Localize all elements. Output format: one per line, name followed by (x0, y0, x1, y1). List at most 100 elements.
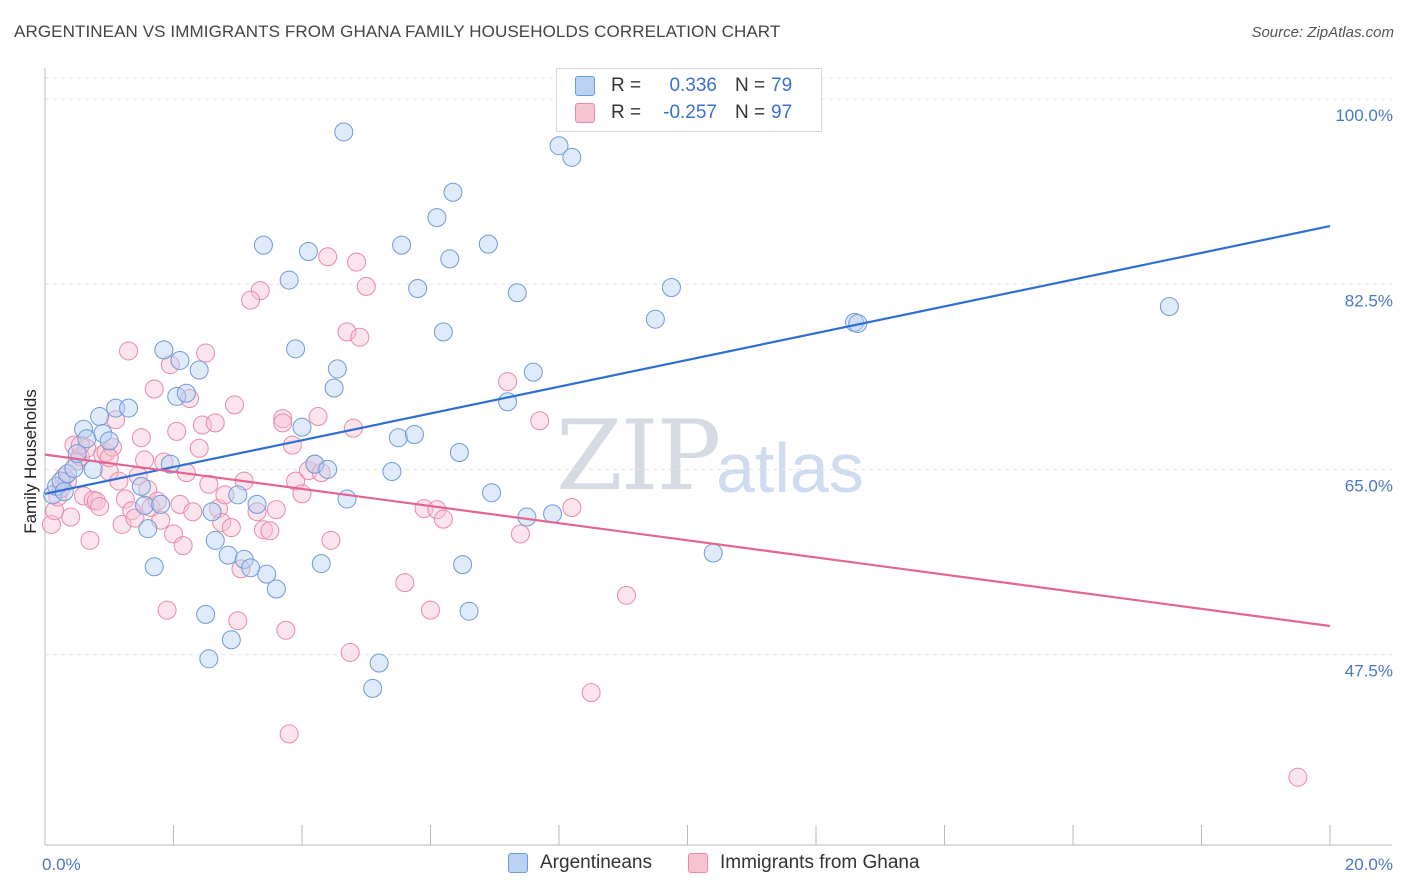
data-point-argentineans (257, 564, 277, 584)
data-point-argentineans (440, 249, 460, 269)
data-point-ghana (167, 421, 187, 441)
data-point-argentineans (382, 462, 402, 482)
data-point-argentineans (199, 649, 219, 669)
data-point-argentineans (253, 235, 273, 255)
swatch-pink-icon (575, 103, 595, 123)
legend-item-argentineans[interactable]: Argentineans (508, 852, 652, 874)
watermark-zip: ZIP (556, 400, 721, 512)
data-point-ghana (80, 530, 100, 550)
trend-line-ghana (44, 453, 1331, 628)
data-point-ghana (350, 327, 370, 347)
data-point-ghana (276, 620, 296, 640)
data-point-argentineans (77, 429, 97, 449)
data-point-ghana (221, 518, 241, 538)
data-point-argentineans (135, 495, 155, 515)
data-point-argentineans (562, 147, 582, 167)
data-point-argentineans (318, 459, 338, 479)
data-point-argentineans (286, 339, 306, 359)
data-point-argentineans (138, 519, 158, 539)
data-point-ghana (273, 409, 293, 429)
axis-labels: 47.5% 65.0% 82.5% 100.0% 0.0% 20.0% Family Hou… (21, 106, 1393, 874)
data-point-argentineans (292, 417, 312, 437)
data-point-ghana (247, 502, 267, 522)
data-point-argentineans (83, 459, 103, 479)
data-point-ghana (273, 413, 293, 433)
data-point-argentineans (337, 489, 357, 509)
data-point-argentineans (189, 360, 209, 380)
data-point-argentineans (645, 309, 665, 329)
data-point-ghana (1288, 767, 1308, 787)
trend-line-argentineans (44, 225, 1331, 495)
chart-title: ARGENTINEAN VS IMMIGRANTS FROM GHANA FAM… (14, 22, 781, 41)
r-value: -0.257 (663, 102, 717, 123)
legend-label: Argentineans (540, 852, 652, 873)
data-point-argentineans (311, 554, 331, 574)
data-point-ghana (356, 276, 376, 296)
data-point-argentineans (221, 630, 241, 650)
data-point-argentineans (196, 604, 216, 624)
data-point-ghana (173, 536, 193, 556)
data-point-ghana (530, 411, 550, 431)
data-point-argentineans (523, 362, 543, 382)
data-point-ghana (147, 491, 167, 511)
data-point-ghana (279, 724, 299, 744)
data-point-argentineans (170, 350, 190, 370)
source-label: Source: ZipAtlas.com (1251, 24, 1394, 41)
trend-lines (44, 225, 1331, 628)
data-point-argentineans (543, 504, 563, 524)
data-point-argentineans (427, 208, 447, 228)
data-point-ghana (250, 281, 270, 301)
data-point-ghana (90, 496, 110, 516)
data-point-argentineans (154, 340, 174, 360)
data-point-ghana (144, 379, 164, 399)
data-point-argentineans (99, 431, 119, 451)
legend-item-ghana[interactable]: Immigrants from Ghana (688, 852, 920, 874)
data-point-ghana (616, 585, 636, 605)
data-point-argentineans (279, 270, 299, 290)
data-point-argentineans (228, 485, 248, 505)
r-value: 0.336 (669, 75, 717, 96)
n-label: N = (735, 75, 766, 96)
data-point-ghana (253, 520, 273, 540)
data-point-ghana (421, 600, 440, 620)
x-tick-label: 20.0% (1345, 855, 1393, 874)
data-point-ghana (96, 443, 116, 463)
data-point-ghana (337, 322, 357, 342)
data-point-ghana (86, 491, 106, 511)
n-label: N = (735, 102, 766, 123)
data-point-ghana (212, 512, 232, 532)
data-point-argentineans (369, 653, 389, 673)
data-point-ghana (115, 489, 135, 509)
data-point-argentineans (151, 494, 171, 514)
data-point-argentineans (334, 122, 354, 142)
data-point-argentineans (90, 407, 110, 427)
data-point-argentineans (144, 557, 164, 577)
data-point-argentineans (703, 543, 723, 563)
data-point-argentineans (449, 443, 469, 463)
data-point-ghana (205, 413, 225, 433)
data-point-argentineans (218, 545, 238, 565)
data-point-ghana (286, 471, 306, 491)
data-point-argentineans (266, 579, 286, 599)
data-point-ghana (74, 486, 94, 506)
data-point-argentineans (459, 601, 479, 621)
data-point-argentineans (507, 283, 527, 303)
data-point-argentineans (241, 558, 261, 578)
series-legend: Argentineans Immigrants from Ghana (0, 852, 1406, 878)
data-point-argentineans (1159, 297, 1179, 317)
data-point-ghana (308, 407, 328, 427)
y-tick-label: 100.0% (1335, 106, 1393, 125)
data-point-ghana (433, 509, 453, 529)
data-point-argentineans (404, 425, 424, 445)
data-point-ghana (427, 500, 447, 520)
data-point-ghana (321, 530, 341, 550)
data-point-argentineans (298, 242, 318, 262)
data-point-ghana (125, 508, 145, 528)
data-point-argentineans (176, 383, 196, 403)
data-point-argentineans (247, 494, 267, 514)
data-point-ghana (318, 247, 338, 267)
series-argentineans-points (43, 122, 1179, 698)
data-point-ghana (347, 252, 367, 272)
data-point-ghana (395, 573, 415, 593)
data-point-argentineans (305, 454, 325, 474)
